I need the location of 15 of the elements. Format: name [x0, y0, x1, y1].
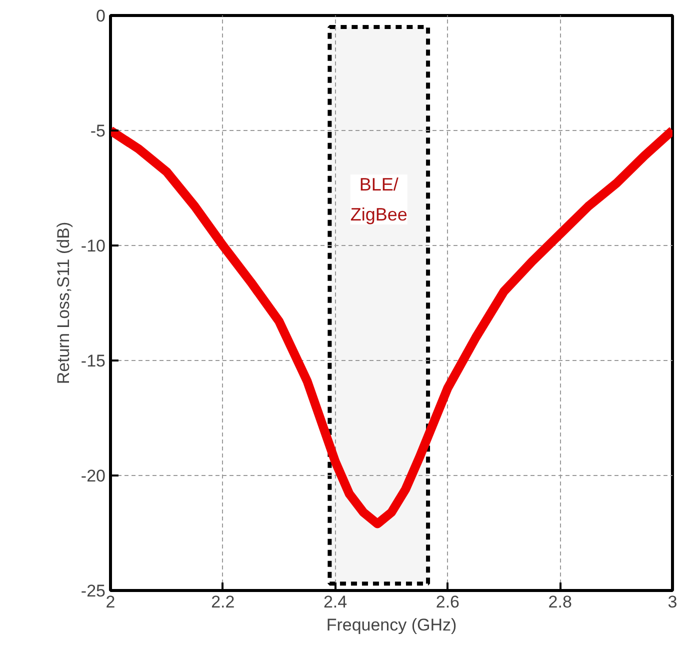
x-tick-label: 2.2 — [211, 592, 235, 612]
y-tick-label: -5 — [90, 122, 106, 140]
x-tick-label: 3 — [668, 592, 678, 612]
x-tick-label: 2.8 — [548, 592, 572, 612]
y-tick-label: -25 — [80, 582, 106, 600]
x-tick-label: 2.4 — [323, 592, 348, 612]
y-tick-label: -20 — [80, 466, 106, 486]
x-tick-label: 2.6 — [436, 592, 460, 612]
y-tick-label: -10 — [80, 236, 106, 256]
y-tick-label: 0 — [96, 6, 106, 26]
band-label: BLE/ ZigBee — [350, 174, 408, 224]
x-axis-title: Frequency (GHz) — [326, 616, 457, 634]
x-tick-label: 2 — [106, 592, 116, 612]
y-axis-title: Return Loss,S11 (dB) — [54, 222, 73, 384]
y-tick-label: -15 — [80, 352, 106, 370]
